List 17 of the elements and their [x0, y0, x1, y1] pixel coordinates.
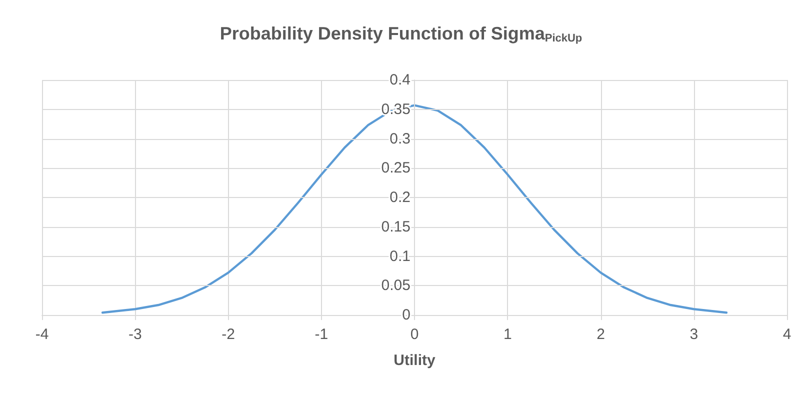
x-tick-label: -2 [222, 326, 235, 343]
y-tick-label: 0.1 [390, 248, 410, 265]
y-tick-label: 0.05 [381, 277, 410, 294]
x-tick-label: 4 [782, 326, 792, 343]
y-tick-label: 0.25 [381, 160, 410, 177]
y-tick-label: 0.2 [390, 189, 410, 206]
x-tick-label: -4 [35, 326, 49, 343]
x-tick-label: 3 [690, 326, 698, 343]
y-tick-label: 0.3 [390, 130, 410, 148]
x-tick-label: -3 [128, 326, 142, 343]
y-tick-label: 0.15 [381, 218, 410, 236]
y-tick-label: 0.4 [390, 72, 410, 88]
y-tick-label: 0 [402, 306, 410, 324]
x-tick-label: 2 [596, 326, 605, 343]
x-tick-label: 1 [503, 326, 512, 343]
x-axis-title: Utility [394, 352, 436, 369]
x-tick-label: -1 [314, 326, 328, 343]
